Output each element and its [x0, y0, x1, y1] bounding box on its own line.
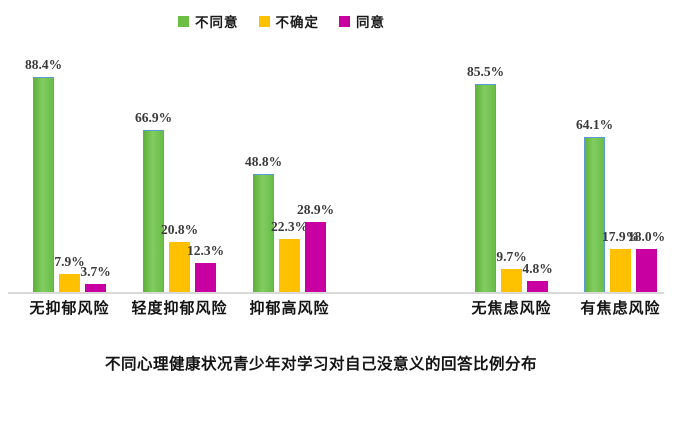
category-label: 轻度抑郁风险	[131, 300, 228, 317]
bar	[195, 263, 216, 293]
legend-label: 同意	[356, 15, 385, 30]
bar-value-label: 48.8%	[244, 154, 283, 169]
legend-item: 同意	[339, 11, 385, 31]
bar-value-label: 22.3%	[270, 219, 309, 234]
bar	[527, 281, 548, 293]
bar-value-label: 9.7%	[496, 249, 527, 264]
legend-swatch-icon	[258, 15, 270, 27]
bar-value-label: 66.9%	[134, 110, 173, 125]
bar-value-label: 88.4%	[24, 57, 63, 72]
bar	[85, 284, 106, 293]
bar-value-label: 7.9%	[54, 254, 85, 269]
bar-value-label: 17.9%	[601, 229, 640, 244]
legend-label: 不同意	[195, 15, 239, 30]
bar-value-label: 12.3%	[186, 243, 225, 258]
bar	[305, 222, 326, 293]
legend-label: 不确定	[275, 15, 319, 30]
chart-legend: 不同意 不确定 同意	[178, 11, 385, 31]
bar-value-label: 85.5%	[466, 64, 505, 79]
category-label: 有焦虑风险	[580, 300, 661, 317]
bar	[584, 137, 605, 293]
bar-value-label: 3.7%	[80, 264, 111, 279]
category-label: 无抑郁风险	[29, 300, 110, 317]
category-label: 抑郁高风险	[249, 300, 330, 317]
bar-value-label: 18.0%	[627, 229, 666, 244]
bar-value-label: 64.1%	[575, 117, 614, 132]
legend-swatch-icon	[339, 15, 350, 27]
bar	[169, 242, 190, 293]
bar-value-label: 20.8%	[160, 222, 199, 237]
bar	[279, 239, 300, 293]
chart-title: 不同心理健康状况青少年对学习对自己没意义的回答比例分布	[104, 356, 537, 373]
legend-item: 不同意	[178, 11, 239, 31]
bar	[636, 249, 657, 293]
bar-value-label: 28.9%	[296, 202, 335, 217]
bar	[143, 130, 164, 293]
bar	[59, 274, 80, 293]
bar	[610, 249, 631, 293]
legend-item: 不确定	[258, 11, 320, 31]
bar-value-label: 4.8%	[522, 261, 553, 276]
category-label: 无焦虑风险	[471, 300, 552, 317]
legend-swatch-icon	[178, 15, 189, 27]
x-axis-line	[8, 292, 664, 294]
bar	[501, 269, 522, 293]
